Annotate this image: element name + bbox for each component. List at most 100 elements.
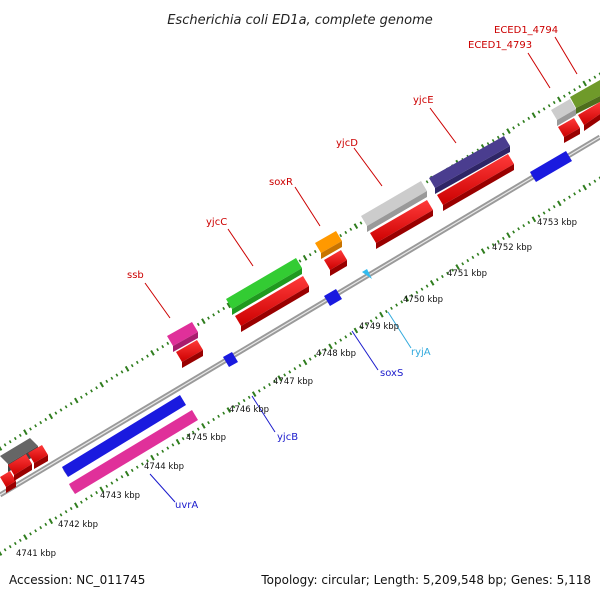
scale-tick — [85, 392, 88, 396]
scale-tick — [339, 338, 343, 342]
forward-right-gene[interactable] — [530, 151, 572, 182]
scale-tick — [425, 284, 429, 288]
scale-tick — [85, 497, 88, 501]
cds-arrow[interactable] — [235, 276, 309, 332]
cds-arrow[interactable] — [370, 200, 433, 249]
scale-tick — [175, 438, 181, 445]
gene-label-ssb[interactable]: ssb — [127, 270, 144, 281]
scale-tick — [146, 354, 149, 358]
scale-tick — [480, 248, 486, 255]
scale-tick — [552, 100, 556, 105]
scale-tick — [506, 232, 511, 239]
scale-tick — [390, 306, 393, 310]
scale-tick — [302, 359, 308, 366]
scale-tick — [115, 373, 119, 377]
ssb-gene[interactable] — [167, 322, 198, 352]
ECED1_4794-gene[interactable] — [570, 80, 600, 114]
cds-arrow[interactable] — [176, 340, 203, 368]
kbp-label: 4743 kbp — [100, 491, 140, 501]
scale-tick — [547, 208, 551, 212]
scale-tick — [476, 252, 480, 256]
topology-text: Topology: circular; Length: 5,209,548 bp… — [261, 573, 591, 587]
gene-label-yjcD[interactable]: yjcD — [336, 138, 358, 149]
yjcB-gene[interactable] — [223, 352, 238, 367]
gene-label-ryjA[interactable]: ryjA — [411, 347, 431, 358]
yjcC-gene[interactable] — [226, 258, 302, 315]
gene-label-soxR[interactable]: soxR — [269, 177, 293, 188]
soxR-gene[interactable] — [315, 231, 342, 259]
scale-tick — [410, 293, 414, 298]
scale-tick — [517, 123, 520, 127]
scale-tick — [23, 429, 28, 436]
scale-tick — [385, 309, 388, 314]
cds-arrow[interactable] — [8, 454, 32, 481]
map-title: Escherichia coli ED1a, complete genome — [167, 13, 433, 28]
scale-tick — [196, 322, 200, 327]
scale-tick — [69, 401, 73, 406]
forward-tick-row — [0, 72, 600, 451]
scale-tick — [74, 397, 79, 404]
scale-tick — [150, 349, 155, 356]
scale-tick — [466, 258, 470, 263]
scale-tick — [298, 363, 302, 368]
scale-tick — [120, 370, 124, 374]
scale-tick — [313, 249, 317, 254]
scale-tick — [522, 224, 526, 228]
gene-label-soxS[interactable]: soxS — [380, 368, 403, 379]
scale-tick — [166, 446, 170, 450]
gene-label-yjcB[interactable]: yjcB — [277, 432, 298, 443]
scale-tick — [181, 436, 185, 441]
scale-tick — [353, 223, 359, 230]
scale-tick — [110, 481, 114, 485]
gene-label-ECED1_4793[interactable]: ECED1_4793 — [468, 40, 532, 51]
scale-tick — [568, 195, 571, 199]
scale-tick — [124, 470, 130, 477]
ECED1_4793-gene[interactable] — [551, 99, 576, 126]
scale-tick — [563, 94, 566, 98]
scale-tick — [283, 373, 287, 377]
scale-tick — [44, 417, 48, 422]
accession-text: Accession: NC_011745 — [9, 573, 146, 587]
scale-tick — [156, 452, 159, 457]
scale-tick — [257, 389, 261, 393]
scale-tick — [29, 427, 32, 431]
scale-tick — [99, 486, 104, 493]
scale-tick — [415, 290, 419, 295]
scale-tick — [18, 433, 22, 437]
cds-arrow[interactable] — [578, 102, 600, 131]
scale-tick — [161, 344, 165, 349]
scale-tick — [531, 216, 537, 223]
cds-arrow[interactable] — [0, 471, 16, 493]
scale-tick — [527, 116, 531, 121]
yjcE-gene[interactable] — [429, 136, 510, 194]
scale-tick — [573, 88, 576, 92]
scale-tick — [491, 138, 495, 143]
uvrA-cds[interactable] — [69, 410, 198, 494]
scale-tick — [105, 379, 109, 384]
scale-tick — [201, 318, 206, 325]
gene-label-yjcC[interactable]: yjcC — [206, 217, 227, 228]
scale-tick — [222, 411, 226, 415]
gene-label-uvrA[interactable]: uvrA — [175, 500, 198, 511]
yjcD-gene[interactable] — [361, 181, 427, 232]
ryjA-gene[interactable] — [362, 269, 372, 279]
scale-tick — [191, 430, 195, 434]
scale-tick — [502, 132, 505, 136]
gene-label-yjcE[interactable]: yjcE — [413, 95, 434, 106]
scale-tick — [130, 363, 134, 368]
cds-arrow[interactable] — [437, 154, 514, 211]
scale-tick — [455, 264, 460, 270]
scale-tick — [90, 389, 93, 393]
scale-tick — [578, 85, 582, 89]
cds-arrow[interactable] — [28, 445, 48, 469]
cds-arrow[interactable] — [324, 250, 347, 276]
scale-tick — [349, 332, 353, 336]
cds-arrow[interactable] — [558, 118, 580, 143]
soxS-gene[interactable] — [324, 289, 342, 306]
gene-label-ECED1_4794[interactable]: ECED1_4794 — [494, 25, 558, 36]
scale-tick — [568, 91, 571, 95]
scale-tick — [582, 80, 587, 87]
uvrA-gene[interactable] — [62, 395, 186, 477]
scale-tick — [268, 382, 271, 387]
forward-features — [0, 80, 600, 493]
